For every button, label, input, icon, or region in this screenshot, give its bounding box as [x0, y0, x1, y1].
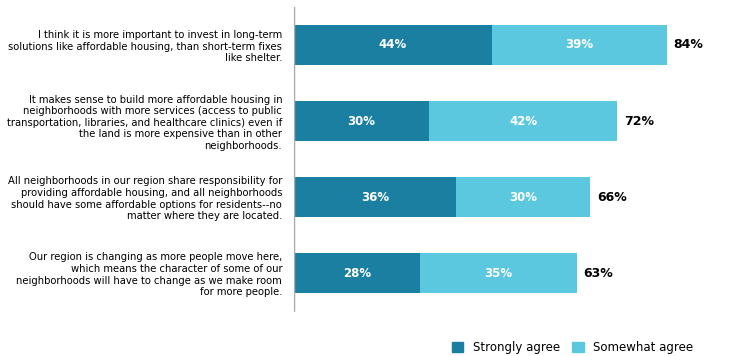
Legend: Strongly agree, Somewhat agree: Strongly agree, Somewhat agree: [452, 341, 693, 354]
Bar: [420, 253, 577, 293]
Text: 72%: 72%: [624, 115, 654, 127]
Text: 35%: 35%: [484, 267, 512, 279]
Text: 84%: 84%: [674, 38, 704, 52]
Text: 63%: 63%: [584, 267, 614, 279]
Text: 39%: 39%: [565, 38, 593, 52]
Bar: [294, 177, 456, 217]
Text: 28%: 28%: [343, 267, 371, 279]
Text: 42%: 42%: [509, 115, 537, 127]
Bar: [429, 101, 617, 141]
Bar: [456, 177, 590, 217]
Bar: [491, 25, 667, 65]
Bar: [294, 101, 429, 141]
Text: 66%: 66%: [597, 190, 627, 204]
Text: 30%: 30%: [347, 115, 375, 127]
Text: 36%: 36%: [361, 190, 389, 204]
Text: 44%: 44%: [379, 38, 407, 52]
Bar: [294, 253, 420, 293]
Bar: [294, 25, 491, 65]
Text: 30%: 30%: [509, 190, 537, 204]
